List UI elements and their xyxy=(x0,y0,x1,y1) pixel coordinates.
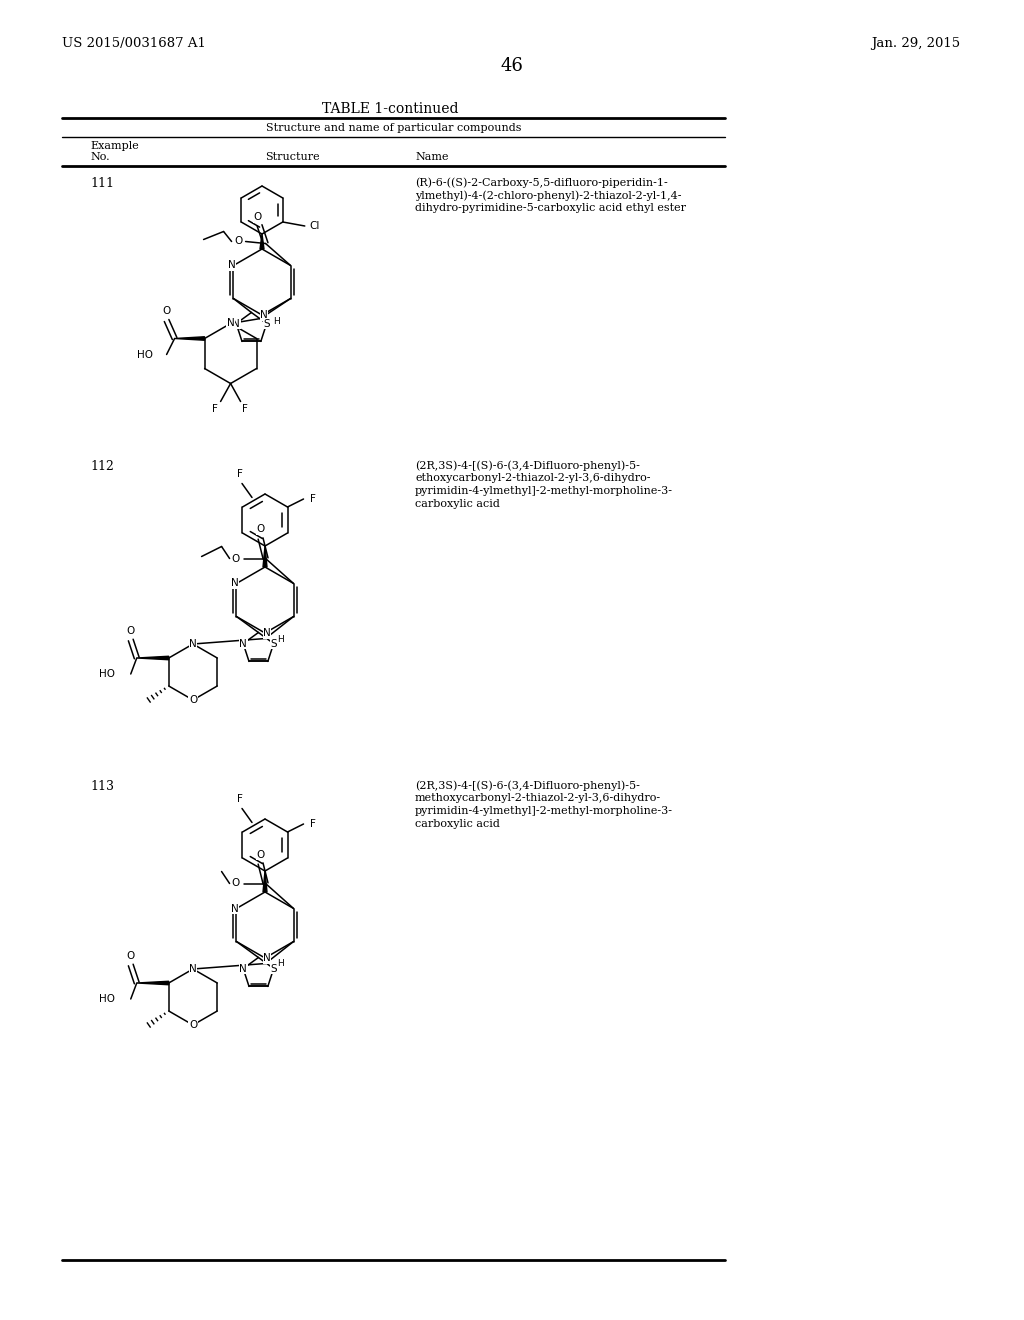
Text: Structure: Structure xyxy=(265,152,319,162)
Text: S: S xyxy=(263,318,270,329)
Text: F: F xyxy=(309,818,315,829)
Text: F: F xyxy=(238,470,243,479)
Text: 112: 112 xyxy=(90,459,114,473)
Text: H: H xyxy=(272,317,280,326)
Text: (2R,3S)-4-[(S)-6-(3,4-Difluoro-phenyl)-5-: (2R,3S)-4-[(S)-6-(3,4-Difluoro-phenyl)-5… xyxy=(415,459,640,470)
Text: Example: Example xyxy=(90,141,138,150)
Text: O: O xyxy=(234,236,243,247)
Text: US 2015/0031687 A1: US 2015/0031687 A1 xyxy=(62,37,206,50)
Text: O: O xyxy=(163,306,171,317)
Text: HO: HO xyxy=(98,669,115,678)
Text: (2R,3S)-4-[(S)-6-(3,4-Difluoro-phenyl)-5-: (2R,3S)-4-[(S)-6-(3,4-Difluoro-phenyl)-5… xyxy=(415,780,640,791)
Polygon shape xyxy=(175,337,205,341)
Text: carboxylic acid: carboxylic acid xyxy=(415,499,500,510)
Text: No.: No. xyxy=(90,152,110,162)
Text: O: O xyxy=(127,950,135,961)
Text: F: F xyxy=(238,795,243,804)
Text: pyrimidin-4-ylmethyl]-2-methyl-morpholine-3-: pyrimidin-4-ylmethyl]-2-methyl-morpholin… xyxy=(415,807,673,816)
Text: HO: HO xyxy=(98,994,115,1005)
Text: F: F xyxy=(212,404,217,414)
Text: O: O xyxy=(188,1020,198,1030)
Text: Cl: Cl xyxy=(309,220,319,231)
Text: N: N xyxy=(189,964,197,974)
Text: N: N xyxy=(260,310,268,319)
Text: N: N xyxy=(189,639,197,649)
Text: N: N xyxy=(263,628,271,638)
Text: N: N xyxy=(227,260,236,271)
Text: Name: Name xyxy=(415,152,449,162)
Text: O: O xyxy=(231,879,240,888)
Polygon shape xyxy=(137,656,169,660)
Text: 111: 111 xyxy=(90,177,114,190)
Polygon shape xyxy=(137,981,169,985)
Text: S: S xyxy=(270,639,276,648)
Text: methoxycarbonyl-2-thiazol-2-yl-3,6-dihydro-: methoxycarbonyl-2-thiazol-2-yl-3,6-dihyd… xyxy=(415,793,662,803)
Text: ylmethyl)-4-(2-chloro-phenyl)-2-thiazol-2-yl-1,4-: ylmethyl)-4-(2-chloro-phenyl)-2-thiazol-… xyxy=(415,190,682,201)
Text: N: N xyxy=(230,578,239,589)
Polygon shape xyxy=(260,234,264,249)
Text: N: N xyxy=(263,953,271,964)
Polygon shape xyxy=(263,871,267,892)
Text: pyrimidin-4-ylmethyl]-2-methyl-morpholine-3-: pyrimidin-4-ylmethyl]-2-methyl-morpholin… xyxy=(415,486,673,496)
Text: O: O xyxy=(188,696,198,705)
Text: N: N xyxy=(240,639,247,648)
Text: O: O xyxy=(127,626,135,636)
Text: carboxylic acid: carboxylic acid xyxy=(415,818,500,829)
Text: O: O xyxy=(231,553,240,564)
Text: F: F xyxy=(242,404,248,414)
Text: N: N xyxy=(232,318,240,329)
Text: F: F xyxy=(309,494,315,504)
Text: Structure and name of particular compounds: Structure and name of particular compoun… xyxy=(266,123,521,133)
Text: N: N xyxy=(240,964,247,974)
Text: HO: HO xyxy=(136,350,153,359)
Text: O: O xyxy=(256,850,264,859)
Text: N: N xyxy=(230,903,239,913)
Text: TABLE 1-continued: TABLE 1-continued xyxy=(322,102,459,116)
Text: 46: 46 xyxy=(501,57,523,75)
Text: dihydro-pyrimidine-5-carboxylic acid ethyl ester: dihydro-pyrimidine-5-carboxylic acid eth… xyxy=(415,203,686,213)
Text: Jan. 29, 2015: Jan. 29, 2015 xyxy=(870,37,961,50)
Text: 113: 113 xyxy=(90,780,114,793)
Text: (R)-6-((S)-2-Carboxy-5,5-difluoro-piperidin-1-: (R)-6-((S)-2-Carboxy-5,5-difluoro-piperi… xyxy=(415,177,668,187)
Text: S: S xyxy=(270,964,276,974)
Text: N: N xyxy=(226,318,234,329)
Text: H: H xyxy=(276,960,284,969)
Text: H: H xyxy=(276,635,284,644)
Polygon shape xyxy=(263,546,267,568)
Text: O: O xyxy=(256,524,264,535)
Text: ethoxycarbonyl-2-thiazol-2-yl-3,6-dihydro-: ethoxycarbonyl-2-thiazol-2-yl-3,6-dihydr… xyxy=(415,473,650,483)
Text: O: O xyxy=(254,213,262,223)
